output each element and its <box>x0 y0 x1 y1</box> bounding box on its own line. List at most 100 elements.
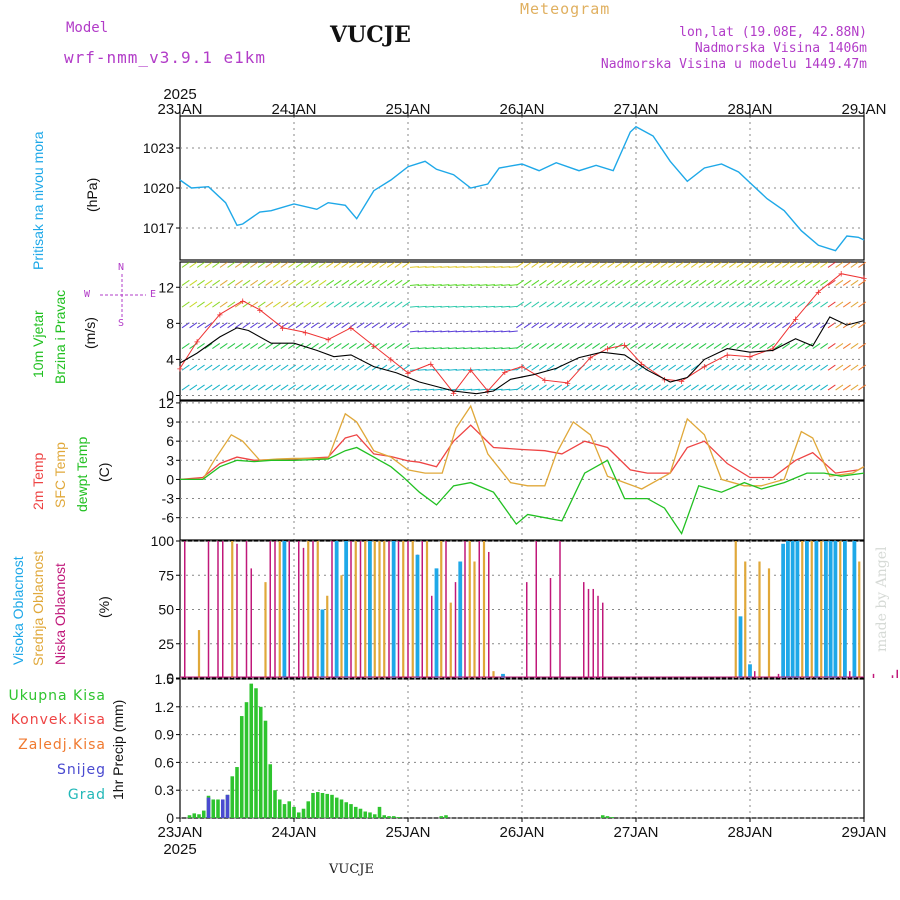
wind-arrow <box>265 364 274 371</box>
wind-arrow <box>493 330 503 333</box>
precip-total-bar <box>353 806 358 818</box>
precip-total-bar <box>287 801 292 818</box>
wind-arrow <box>257 384 266 391</box>
wind-arrow <box>736 343 745 349</box>
wind-arrow <box>455 284 465 286</box>
wind-arrow <box>538 261 547 268</box>
precip-total-bar <box>192 813 197 818</box>
wind-arrow <box>402 384 411 391</box>
wind-arrow <box>607 364 616 371</box>
wind-arrow <box>234 384 243 391</box>
wind-arrow <box>728 384 737 391</box>
wind-arrow <box>371 384 380 391</box>
wind-arrow <box>599 301 608 308</box>
wind-arrow <box>607 343 616 349</box>
wind-arrow <box>668 301 677 308</box>
wind-arrow <box>318 279 327 286</box>
wind-arrow <box>303 322 312 329</box>
gust-marker: + <box>587 353 593 365</box>
wind-arrow <box>234 343 243 349</box>
date-label-bottom: 23JAN <box>157 824 202 841</box>
wind-arrow <box>538 322 547 329</box>
precip-total-bar <box>235 767 239 818</box>
wind-arrow <box>227 279 236 286</box>
wind-arrow <box>561 384 570 391</box>
wind-arrow <box>204 364 213 371</box>
precip-total-bar <box>315 792 320 818</box>
wind-arrow <box>538 364 547 371</box>
wind-arrow <box>827 343 836 349</box>
wind-arrow <box>272 322 281 329</box>
wind-arrow <box>622 322 631 329</box>
gust-marker: + <box>239 296 245 308</box>
wind-arrow <box>744 343 753 349</box>
coords-label: lon,lat (19.08E, 42.88N) <box>679 25 867 40</box>
wind-arrow <box>637 301 646 308</box>
wind-arrow <box>326 301 335 308</box>
wind-arrow <box>576 343 585 349</box>
wind-arrow <box>212 343 221 349</box>
precip-total-bar <box>377 806 382 818</box>
wind-arrow <box>766 343 775 349</box>
wind-arrow <box>698 301 707 308</box>
wind-arrow <box>820 364 829 371</box>
precip-total-bar <box>334 797 339 818</box>
wind-arrow <box>858 343 867 349</box>
gust-marker: + <box>564 378 570 390</box>
wind-arrow <box>501 266 511 268</box>
wind-arrow <box>425 266 435 268</box>
wind-arrow <box>272 384 281 391</box>
wind-arrow <box>227 322 236 329</box>
wind-arrow <box>379 301 388 308</box>
precip-total-bar <box>363 811 368 818</box>
precip-total-bar <box>387 816 391 818</box>
date-label-top: 27JAN <box>613 101 658 118</box>
wind-arrow <box>531 301 540 308</box>
wind-arrow <box>584 364 593 371</box>
wind-arrow <box>394 279 403 286</box>
gust-marker: + <box>724 350 730 362</box>
wind-arrow <box>637 261 646 268</box>
wind-arrow <box>394 301 403 308</box>
precip-total-bar <box>201 810 206 818</box>
wind-arrow <box>189 384 198 391</box>
model-elevation-label: Nadmorska Visina u modelu 1449.47m <box>600 57 867 72</box>
gust-marker: + <box>604 344 610 356</box>
cloud-high-bar <box>795 541 800 678</box>
precip-total-bar <box>605 816 610 818</box>
wind-arrow <box>478 347 488 350</box>
wind-arrow <box>394 322 403 329</box>
wind-arrow <box>310 261 319 268</box>
wind-arrow <box>622 384 631 391</box>
wind-arrow <box>561 322 570 329</box>
wind-arrow <box>516 301 525 308</box>
gust-marker: + <box>792 314 798 326</box>
wind-arrow <box>782 384 791 391</box>
precip-total-bar <box>244 702 249 818</box>
wind-arrow <box>189 322 198 329</box>
wind-arrow <box>797 343 806 349</box>
wind-arrow <box>280 343 289 349</box>
wind-arrow <box>242 261 251 268</box>
gust-marker: + <box>450 388 456 400</box>
compass-north: N <box>118 262 125 273</box>
wind-arrow <box>842 364 851 371</box>
wind-arrow <box>227 364 236 371</box>
wind-arrow <box>295 261 304 268</box>
wind-arrow <box>736 261 745 268</box>
wind-arrow <box>523 364 532 371</box>
wind-arrow <box>584 384 593 391</box>
wind-arrow <box>782 279 791 286</box>
wind-arrow <box>630 364 639 371</box>
wind-arrow <box>858 301 867 308</box>
wind-arrow <box>189 364 198 371</box>
wind-arrow <box>683 343 692 349</box>
precip-total-bar <box>263 720 268 818</box>
wind-arrow <box>280 301 289 308</box>
wind-arrow <box>181 261 190 268</box>
gust-marker: + <box>861 273 867 285</box>
wind-arrow <box>660 343 669 349</box>
wind-arrow <box>478 305 488 308</box>
wind-arrow <box>470 368 480 371</box>
wind-arrow <box>812 261 821 268</box>
